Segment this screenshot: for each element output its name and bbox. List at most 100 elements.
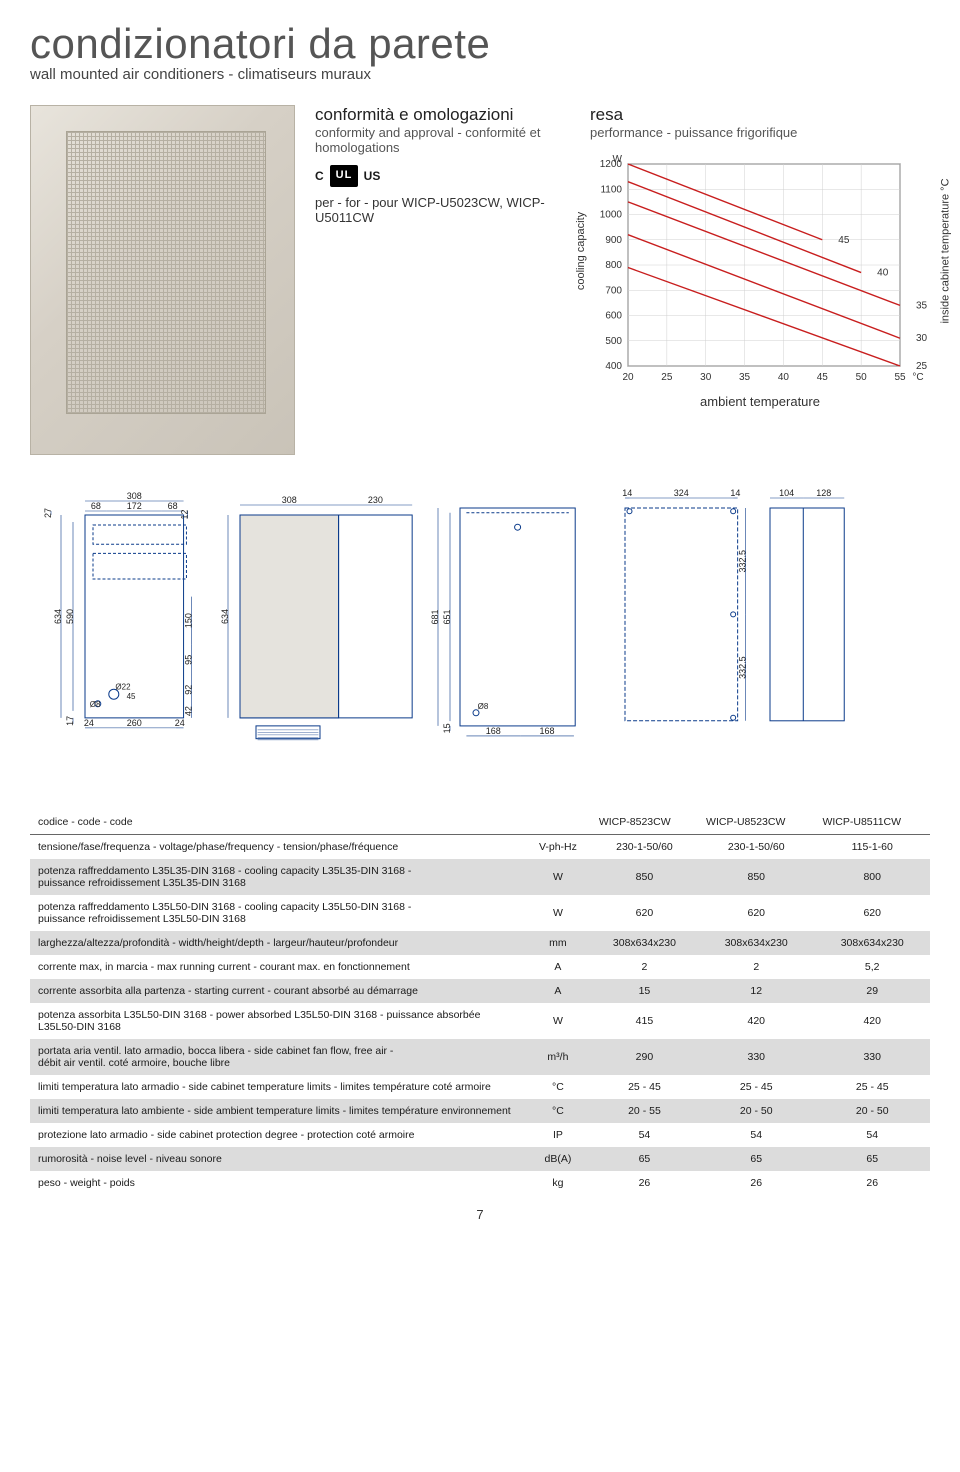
td-label: protezione lato armadio - side cabinet p… [30,1123,525,1147]
svg-text:24: 24 [175,718,185,728]
td-val: 330 [814,1039,930,1075]
td-unit: V-ph-Hz [525,835,591,860]
product-photo [30,105,295,455]
conformity-block: conformità e omologazioni conformity and… [315,105,570,225]
svg-text:634: 634 [53,609,63,624]
td-val: 15 [591,979,698,1003]
y-axis-label-right: inside cabinet temperature °C [939,178,951,323]
table-row: corrente max, in marcia - max running cu… [30,955,930,979]
td-unit: IP [525,1123,591,1147]
td-label: larghezza/altezza/profondità - width/hei… [30,931,525,955]
svg-text:30: 30 [916,333,928,344]
page-title: condizionatori da parete [30,20,930,68]
td-val: 29 [814,979,930,1003]
table-row: peso - weight - poidskg262626 [30,1171,930,1195]
svg-text:92: 92 [184,685,194,695]
svg-text:45: 45 [127,692,136,701]
svg-text:332.5: 332.5 [738,550,748,573]
svg-text:700: 700 [605,285,622,296]
td-val: 5,2 [814,955,930,979]
td-val: 620 [698,895,814,931]
td-val: 54 [698,1123,814,1147]
table-row: corrente assorbita alla partenza - start… [30,979,930,1003]
td-unit: A [525,955,591,979]
td-val: 850 [698,859,814,895]
td-val: 308x634x230 [814,931,930,955]
td-val: 65 [698,1147,814,1171]
svg-text:590: 590 [65,609,75,624]
td-label: potenza raffreddamento L35L50-DIN 3168 -… [30,895,525,931]
svg-text:45: 45 [817,372,829,383]
svg-text:14: 14 [622,488,632,498]
svg-text:500: 500 [605,336,622,347]
svg-text:168: 168 [486,726,501,736]
td-label: tensione/fase/frequenza - voltage/phase/… [30,835,525,860]
cert-c: C [315,169,324,183]
svg-text:651: 651 [442,609,452,624]
svg-text:55: 55 [894,372,906,383]
svg-text:230: 230 [368,495,383,505]
td-unit: mm [525,931,591,955]
td-unit: °C [525,1075,591,1099]
x-axis-caption: ambient temperature [590,394,930,409]
svg-text:168: 168 [540,726,555,736]
td-label: portata aria ventil. lato armadio, bocca… [30,1039,525,1075]
th-model-2: WICP-U8511CW [814,810,930,835]
td-val: 26 [814,1171,930,1195]
td-unit: A [525,979,591,1003]
svg-text:308: 308 [127,491,142,501]
top-row: conformità e omologazioni conformity and… [30,105,930,455]
td-val: 20 - 50 [814,1099,930,1123]
td-val: 26 [591,1171,698,1195]
ul-icon [330,165,358,187]
cert-us: US [364,169,381,183]
svg-text:332.5: 332.5 [738,656,748,679]
technical-drawings: 30868172686345902712242602417Ø8Ø22454292… [30,480,930,780]
td-val: 54 [591,1123,698,1147]
td-val: 12 [698,979,814,1003]
table-row: rumorosità - noise level - niveau sonore… [30,1147,930,1171]
th-model-0: WICP-8523CW [591,810,698,835]
td-val: 290 [591,1039,698,1075]
conformity-sub: conformity and approval - conformité et … [315,125,570,155]
table-row: potenza raffreddamento L35L35-DIN 3168 -… [30,859,930,895]
td-val: 25 - 45 [814,1075,930,1099]
td-val: 26 [698,1171,814,1195]
conformity-title: conformità e omologazioni [315,105,570,125]
table-row: portata aria ventil. lato armadio, bocca… [30,1039,930,1075]
td-unit: °C [525,1099,591,1123]
svg-text:681: 681 [430,609,440,624]
page-number: 7 [30,1207,930,1222]
td-label: peso - weight - poids [30,1171,525,1195]
table-row: larghezza/altezza/profondità - width/hei… [30,931,930,955]
th-model-1: WICP-U8523CW [698,810,814,835]
td-val: 2 [698,955,814,979]
td-val: 415 [591,1003,698,1039]
td-val: 25 - 45 [698,1075,814,1099]
td-val: 420 [814,1003,930,1039]
svg-text:45: 45 [838,235,850,246]
page-subtitle: wall mounted air conditioners - climatis… [30,66,930,83]
td-val: 115-1-60 [814,835,930,860]
td-label: limiti temperatura lato armadio - side c… [30,1075,525,1099]
table-row: potenza assorbita L35L50-DIN 3168 - powe… [30,1003,930,1039]
td-label: corrente assorbita alla partenza - start… [30,979,525,1003]
svg-text:40: 40 [877,268,889,279]
svg-text:324: 324 [674,488,689,498]
td-val: 20 - 55 [591,1099,698,1123]
svg-text:150: 150 [184,613,194,628]
td-unit: dB(A) [525,1147,591,1171]
td-val: 620 [591,895,698,931]
svg-text:35: 35 [739,372,751,383]
th-unit [525,810,591,835]
td-val: 308x634x230 [698,931,814,955]
svg-text:68: 68 [168,501,178,511]
svg-text:308: 308 [282,495,297,505]
svg-text:104: 104 [779,488,794,498]
td-unit: kg [525,1171,591,1195]
svg-text:25: 25 [661,372,673,383]
svg-text:600: 600 [605,311,622,322]
svg-text:68: 68 [91,501,101,511]
td-unit: W [525,859,591,895]
table-row: limiti temperatura lato ambiente - side … [30,1099,930,1123]
